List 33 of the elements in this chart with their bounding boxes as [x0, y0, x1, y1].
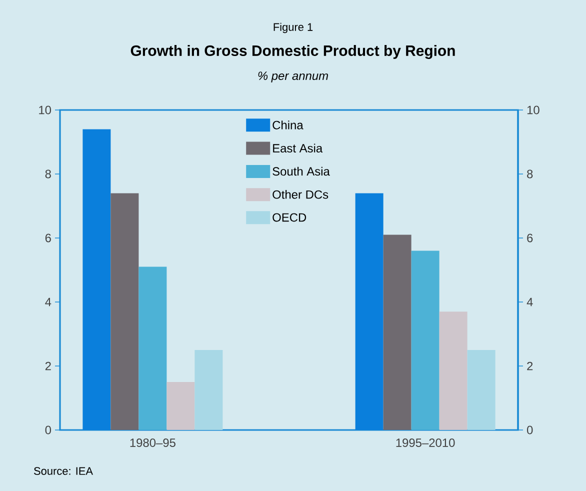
bar: [383, 234, 412, 430]
bar: [166, 382, 195, 430]
bar: [138, 266, 167, 430]
y2-tick-label: 8: [45, 170, 51, 178]
legend-label: South Asia: [272, 166, 330, 176]
chart-title: Growth in Gross Domestic Product by Region: [130, 44, 455, 59]
legend-label: Other DCs: [272, 190, 328, 199]
bar: [439, 312, 468, 430]
x-tick-label: 1980–95: [130, 438, 176, 447]
y-tick-label: 2: [527, 362, 533, 370]
bar: [467, 350, 496, 430]
y-tick-label: 0: [527, 426, 533, 434]
y-tick-label: 4: [526, 298, 533, 306]
chart-subtitle: % per annum: [258, 72, 328, 82]
y-tick-label: 8: [527, 170, 533, 178]
bar: [82, 129, 111, 430]
legend-label: East Asia: [273, 144, 323, 152]
y2-tick-label: 4: [45, 298, 52, 306]
bar: [355, 193, 384, 430]
legend-label: OECD: [272, 213, 306, 222]
caption: Figure 1: [274, 22, 313, 34]
legend-label: China: [272, 120, 304, 130]
y-tick-label: 6: [527, 234, 533, 242]
x-tick-label: 1995–2010: [396, 438, 455, 447]
y2-tick-label: 0: [45, 426, 52, 434]
y2-tick-label: 2: [45, 362, 51, 370]
y2-tick-label: 10: [39, 106, 52, 114]
source-note: Source: IEA: [34, 467, 93, 475]
bar: [110, 193, 139, 430]
y-tick-label: 10: [527, 106, 540, 114]
bar: [194, 350, 223, 430]
bar: [411, 250, 440, 430]
y2-tick-label: 6: [45, 234, 51, 242]
